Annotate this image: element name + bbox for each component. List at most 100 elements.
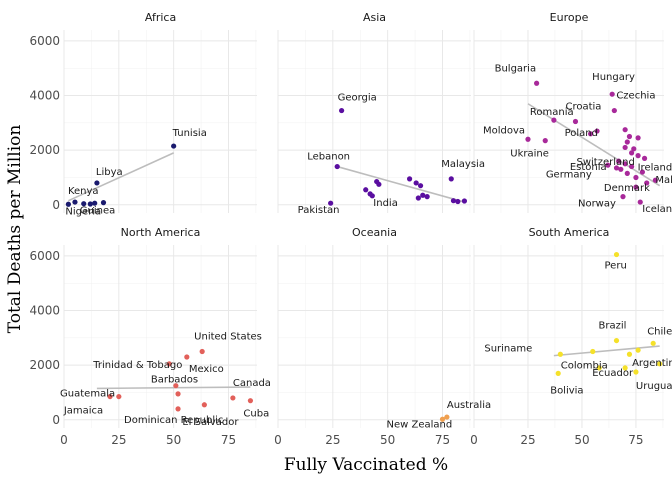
data-point	[448, 176, 454, 182]
data-point	[637, 199, 643, 205]
point-label: Denmark	[604, 183, 650, 194]
point-label: New Zealand	[386, 419, 452, 430]
data-point	[94, 180, 100, 186]
data-point	[605, 162, 611, 168]
data-point	[629, 150, 635, 156]
point-label: Tunisia	[172, 128, 207, 139]
data-point	[551, 117, 557, 123]
data-point	[590, 348, 596, 355]
point-label: Ecuador	[592, 368, 634, 379]
data-point	[247, 398, 254, 404]
point-label: Guinea	[80, 206, 115, 217]
point-label: Trinidad & Tobago	[92, 360, 182, 371]
data-point	[171, 143, 177, 149]
data-point	[107, 393, 113, 400]
x-tick-label: 75	[628, 433, 643, 447]
point-label: India	[373, 198, 398, 209]
data-point	[613, 337, 620, 344]
data-point	[635, 153, 641, 159]
point-label: Barbados	[151, 375, 198, 386]
point-label: Georgia	[338, 93, 377, 104]
facet-title: South America	[529, 226, 610, 239]
data-point	[650, 340, 656, 346]
data-point	[116, 393, 122, 400]
data-point	[166, 361, 172, 367]
data-point	[644, 180, 650, 186]
data-point	[633, 174, 639, 181]
point-label: Lebanon	[307, 152, 350, 163]
point-label: Libya	[96, 167, 123, 178]
y-tick-label: 6000	[29, 34, 60, 48]
y-tick-label: 0	[52, 198, 60, 212]
trend-line	[68, 152, 174, 202]
data-point	[175, 406, 181, 412]
point-label: Moldova	[483, 125, 525, 136]
data-point	[72, 199, 78, 205]
data-point	[633, 184, 639, 190]
data-point	[624, 139, 630, 145]
data-point	[100, 200, 107, 206]
data-point	[613, 251, 620, 258]
data-point	[525, 136, 531, 142]
data-point	[609, 91, 615, 97]
data-point	[555, 370, 561, 376]
data-point	[455, 198, 461, 205]
point-label: Canada	[233, 378, 271, 389]
data-point	[542, 138, 548, 144]
facet-title: Europe	[550, 11, 589, 24]
x-tick-label: 0	[60, 433, 68, 447]
data-point	[173, 383, 179, 389]
facet-title: Oceania	[352, 226, 397, 239]
data-point	[622, 365, 628, 371]
data-point	[557, 351, 563, 357]
x-tick-label: 50	[166, 433, 181, 447]
x-tick-label: 0	[470, 433, 478, 447]
y-tick-label: 4000	[29, 89, 60, 103]
data-point	[367, 191, 373, 197]
data-point	[652, 177, 658, 183]
data-point	[328, 200, 334, 206]
data-point	[92, 200, 98, 206]
data-point	[620, 194, 626, 200]
trend-line	[96, 386, 251, 390]
data-point	[622, 144, 628, 151]
data-point	[635, 135, 641, 141]
data-point	[81, 201, 87, 207]
x-tick-label: 50	[380, 433, 395, 447]
point-label: Bolivia	[550, 385, 583, 396]
point-label: Pakistan	[298, 205, 340, 216]
point-label: Croatia	[565, 102, 601, 113]
data-point	[626, 133, 633, 140]
trend-line	[553, 345, 660, 357]
point-label: Norway	[578, 199, 616, 210]
data-point	[657, 361, 663, 367]
data-point	[534, 80, 540, 86]
data-point	[639, 169, 646, 175]
y-tick-label: 2000	[29, 358, 60, 372]
point-label: Mexico	[189, 364, 224, 375]
facet-title: Asia	[363, 11, 386, 24]
facet-title: North America	[121, 226, 201, 239]
x-tick-label: 75	[435, 433, 450, 447]
data-point	[376, 181, 382, 187]
data-point	[594, 128, 600, 134]
data-point	[444, 414, 450, 420]
point-label: Peru	[605, 261, 627, 272]
data-point	[175, 391, 181, 397]
data-point	[618, 166, 624, 172]
point-label: Colombia	[561, 361, 608, 372]
point-label: Malta	[655, 175, 672, 186]
data-point	[616, 158, 622, 164]
y-tick-label: 4000	[29, 304, 60, 318]
point-label: Suriname	[484, 343, 532, 354]
point-label: Bulgaria	[495, 63, 536, 74]
point-label: El Salvador	[182, 417, 239, 428]
point-label: Jamaica	[63, 406, 103, 417]
point-label: Nigeria	[65, 206, 101, 217]
y-axis-title: Total Deaths per Million	[5, 125, 25, 334]
point-label: Kenya	[68, 186, 99, 197]
data-point	[199, 348, 205, 355]
x-tick-label: 50	[574, 433, 589, 447]
point-label: Ukraine	[510, 149, 549, 160]
